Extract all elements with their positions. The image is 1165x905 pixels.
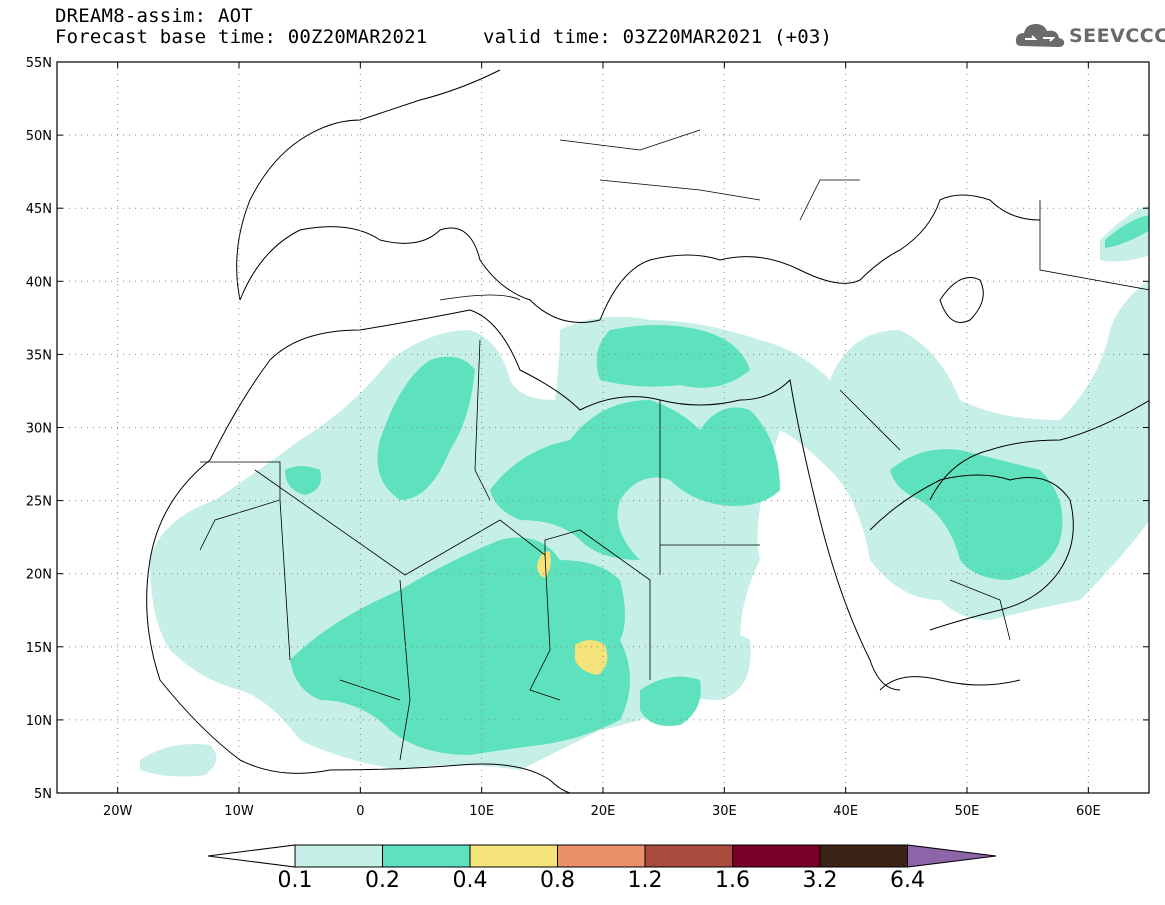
lat-label: 30N bbox=[26, 422, 52, 437]
lat-label: 5N bbox=[34, 787, 52, 802]
colorbar-swatch bbox=[294, 844, 383, 868]
lon-label: 0 bbox=[356, 804, 364, 819]
cloud-icon bbox=[1015, 24, 1065, 47]
lat-label: 50N bbox=[26, 129, 52, 144]
forecast-base-time: Forecast base time: 00Z20MAR2021 bbox=[55, 26, 428, 48]
colorbar-label: 1.6 bbox=[715, 868, 750, 893]
lat-label: 20N bbox=[26, 568, 52, 583]
lon-label: 50E bbox=[955, 804, 980, 819]
lon-label: 40E bbox=[833, 804, 858, 819]
lon-label: 20E bbox=[591, 804, 616, 819]
colorbar-label: 0.4 bbox=[452, 868, 488, 893]
colorbar-label: 0.8 bbox=[540, 868, 575, 893]
lat-label: 55N bbox=[26, 56, 52, 71]
longitude-labels: 20W 10W 0 10E 20E 30E 40E 50E 60E bbox=[103, 804, 1101, 819]
country-borders bbox=[199, 129, 1149, 761]
colorbar bbox=[207, 844, 997, 868]
aot-contour-high bbox=[537, 551, 608, 675]
lon-label: 10W bbox=[224, 804, 254, 819]
lon-label: 20W bbox=[103, 804, 133, 819]
coastlines bbox=[146, 69, 1149, 793]
latitude-labels: 55N 50N 45N 40N 35N 30N 25N 20N 15N 10N 5N bbox=[26, 56, 52, 802]
colorbar-swatch bbox=[557, 844, 646, 868]
axis-ticks bbox=[57, 61, 1149, 794]
logo-text: SEEVCCC bbox=[1069, 25, 1165, 47]
colorbar-swatch bbox=[732, 844, 821, 868]
colorbar-label: 0.1 bbox=[277, 868, 313, 893]
colorbar-high-arrow bbox=[907, 844, 997, 868]
colorbar-swatch bbox=[382, 844, 471, 868]
lon-label: 30E bbox=[712, 804, 737, 819]
seevccc-logo: SEEVCCC bbox=[1013, 16, 1165, 56]
colorbar-swatch bbox=[819, 844, 908, 868]
graticule bbox=[57, 62, 1149, 793]
lat-label: 25N bbox=[26, 495, 52, 510]
colorbar-label: 3.2 bbox=[802, 868, 838, 893]
lon-label: 60E bbox=[1076, 804, 1101, 819]
colorbar-swatch bbox=[644, 844, 733, 868]
lat-label: 10N bbox=[26, 714, 52, 729]
valid-time: valid time: 03Z20MAR2021 (+03) bbox=[483, 26, 833, 48]
lat-label: 45N bbox=[26, 202, 52, 217]
colorbar-swatch bbox=[469, 844, 558, 868]
colorbar-label: 0.2 bbox=[365, 868, 400, 893]
lat-label: 40N bbox=[26, 275, 52, 290]
lat-label: 15N bbox=[26, 641, 52, 656]
map-title: DREAM8-assim: AOT bbox=[55, 5, 253, 27]
aot-contour-mid bbox=[285, 215, 1149, 755]
colorbar-label: 1.2 bbox=[627, 868, 663, 893]
lon-label: 10E bbox=[469, 804, 494, 819]
lat-label: 35N bbox=[26, 348, 52, 363]
colorbar-label: 6.4 bbox=[890, 868, 925, 893]
colorbar-low-arrow bbox=[207, 844, 296, 868]
